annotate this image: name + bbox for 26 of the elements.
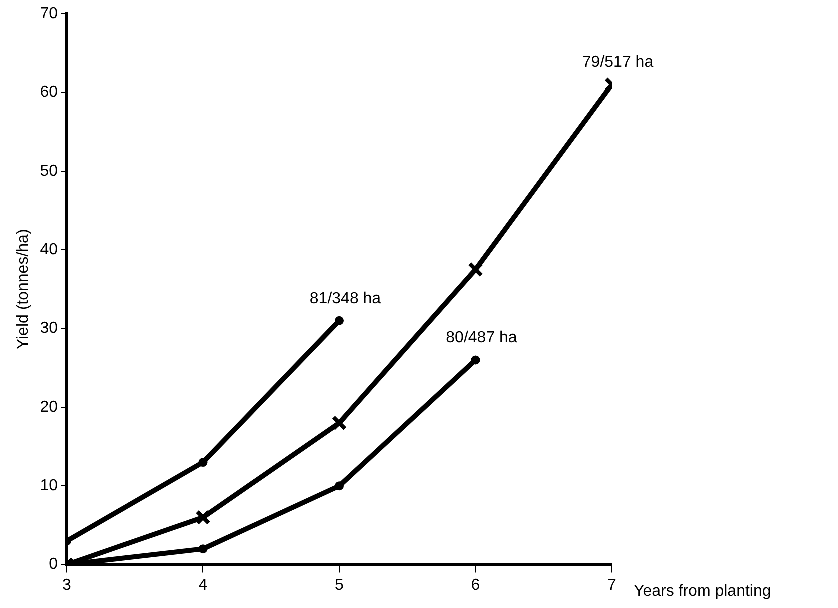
point xyxy=(198,544,208,554)
y-axis-title: Yield (tonnes/ha) xyxy=(15,229,32,350)
x-tick-label: 3 xyxy=(62,576,72,594)
y-tick-label: 30 xyxy=(40,320,58,338)
point xyxy=(196,510,211,526)
x-tick-label: 5 xyxy=(335,576,344,594)
point xyxy=(332,416,348,431)
series-label: 79/517 ha xyxy=(582,54,654,72)
y-tick-label: 10 xyxy=(40,478,58,495)
y-tick-label: 70 xyxy=(40,5,58,22)
y-tick-label: 50 xyxy=(40,162,58,180)
series-label: 81/348 ha xyxy=(310,290,382,308)
point xyxy=(198,458,208,468)
x-tick-label: 7 xyxy=(608,576,617,594)
y-tick-label: 40 xyxy=(40,241,58,258)
x-axis-title: Years from planting xyxy=(634,582,772,600)
y-tick-label: 20 xyxy=(40,398,58,416)
series-label: 80/487 ha xyxy=(446,330,518,347)
y-tick-label: 0 xyxy=(49,556,58,574)
x-tick-label: 6 xyxy=(471,576,480,594)
point xyxy=(468,262,484,278)
point xyxy=(471,356,480,365)
point xyxy=(335,482,344,491)
x-tick-label: 4 xyxy=(198,576,208,594)
point xyxy=(335,316,344,326)
y-tick-label: 60 xyxy=(40,84,58,102)
